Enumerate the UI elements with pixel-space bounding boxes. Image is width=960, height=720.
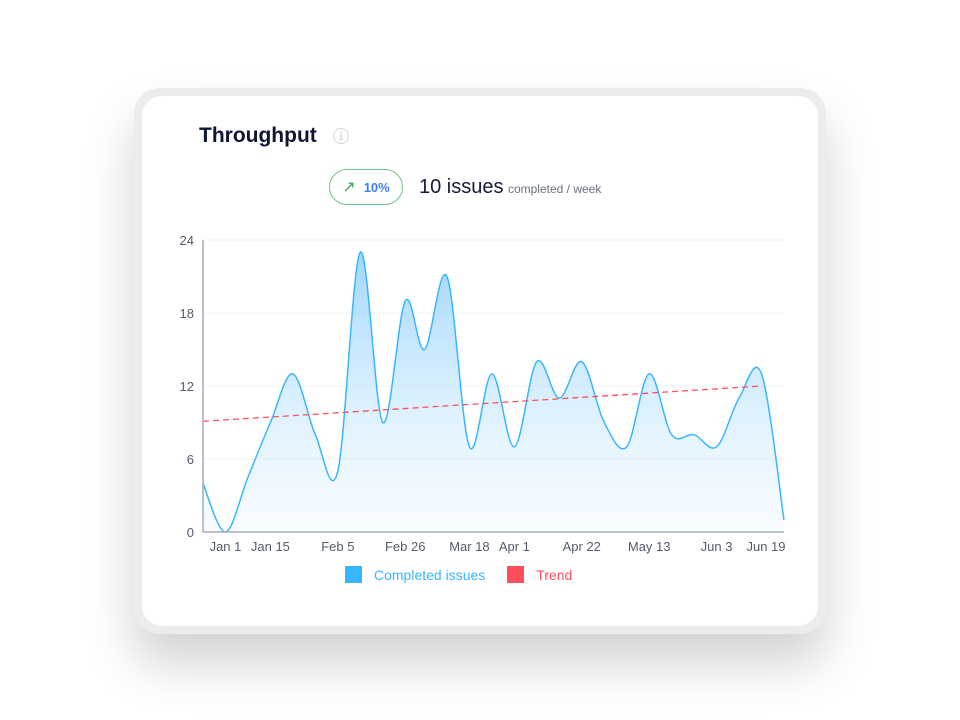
y-tick-label: 18 <box>180 306 194 321</box>
x-tick-label: Mar 18 <box>449 539 489 554</box>
legend: Completed issues Trend <box>345 566 572 583</box>
arrow-up-right-icon: ↗ <box>342 179 356 196</box>
throughput-metric: 10 issues completed / week <box>419 176 601 199</box>
trend-line <box>202 385 762 422</box>
x-tick-label: Feb 26 <box>385 539 425 554</box>
legend-swatch-completed <box>345 566 362 583</box>
legend-completed[interactable]: Completed issues <box>374 566 486 583</box>
x-tick-label: Apr 22 <box>563 539 601 554</box>
y-tick-label: 6 <box>187 452 194 467</box>
x-tick-label: May 13 <box>628 539 671 554</box>
metric-unit: completed / week <box>507 182 602 196</box>
area-fill <box>203 251 784 533</box>
x-tick-label: Feb 5 <box>321 539 354 554</box>
change-percent: 10% <box>363 179 390 195</box>
y-tick-label: 0 <box>187 525 194 540</box>
card-title: Throughput <box>199 124 317 147</box>
y-tick-label: 24 <box>180 233 194 248</box>
series-line-completed <box>202 251 785 533</box>
legend-trend[interactable]: Trend <box>536 566 573 583</box>
x-tick-label: Apr 1 <box>499 539 530 554</box>
info-icon[interactable]: i <box>333 128 349 144</box>
y-tick-label: 12 <box>180 379 194 394</box>
legend-swatch-trend <box>507 566 525 583</box>
change-badge: ↗ 10% <box>329 169 403 205</box>
throughput-card <box>142 96 818 626</box>
x-tick-label: Jun 19 <box>746 539 785 554</box>
x-tick-label: Jun 3 <box>701 539 733 554</box>
x-tick-label: Jan 15 <box>251 539 290 554</box>
x-tick-label: Jan 1 <box>210 539 242 554</box>
metric-value: 10 issues <box>419 176 504 198</box>
